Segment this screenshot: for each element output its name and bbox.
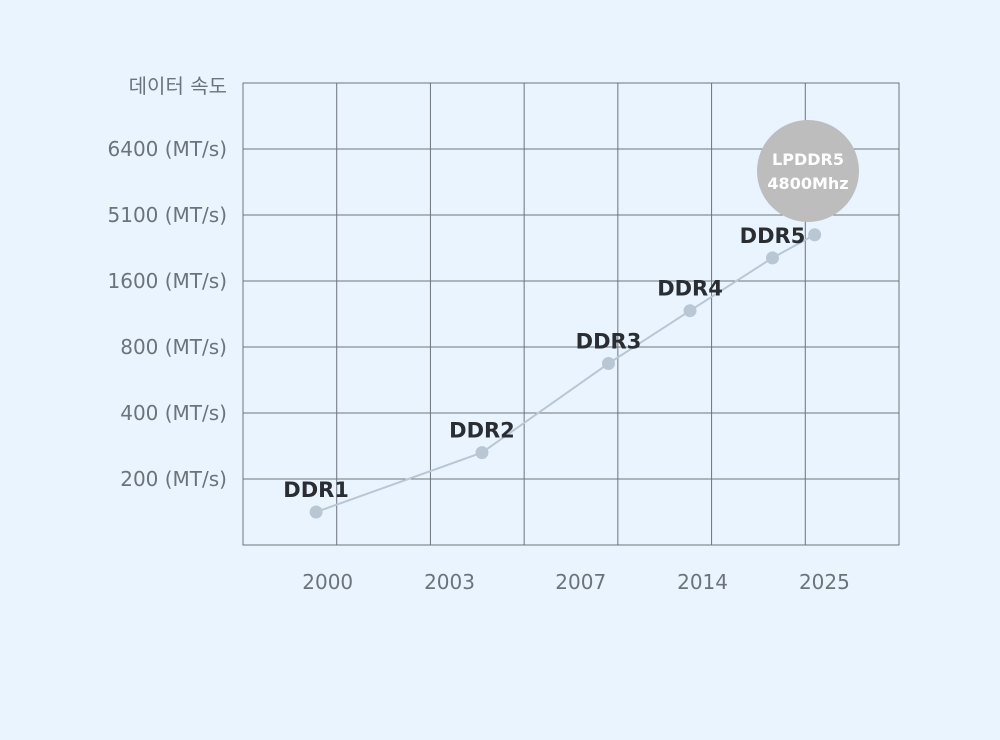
data-label: DDR5: [740, 224, 806, 248]
x-tick-label: 2014: [677, 570, 728, 594]
x-tick-label: 2003: [424, 570, 475, 594]
y-tick-label: 1600 (MT/s): [108, 269, 228, 293]
y-tick-label: 800 (MT/s): [120, 335, 227, 359]
series: DDR1 DDR2 DDR3 DDR4 DDR5: [283, 224, 822, 519]
x-tick-label: 2025: [799, 570, 850, 594]
y-axis-title: 데이터 속도: [129, 74, 227, 98]
y-tick-label: 200 (MT/s): [120, 467, 227, 491]
series-line: [315, 233, 816, 513]
x-tick-labels: 2000 2003 2007 2014 2025: [302, 570, 850, 594]
plot-frame: [242, 82, 900, 546]
data-point: [475, 446, 489, 460]
data-label: DDR4: [657, 277, 723, 301]
y-tick-label: 6400 (MT/s): [108, 137, 228, 161]
x-tick-label: 2007: [555, 570, 606, 594]
y-tick-labels: 6400 (MT/s) 5100 (MT/s) 1600 (MT/s) 800 (MT…: [108, 137, 228, 491]
callout: LPDDR5 4800Mhz: [757, 120, 859, 222]
data-label: DDR2: [449, 419, 515, 443]
callout-line2: 4800Mhz: [767, 174, 848, 193]
grid: [242, 82, 900, 546]
y-tick-label: 5100 (MT/s): [108, 203, 228, 227]
y-tick-label: 400 (MT/s): [120, 401, 227, 425]
data-label: DDR1: [283, 478, 349, 502]
data-label: DDR3: [576, 330, 642, 354]
data-point: [601, 357, 615, 370]
x-tick-label: 2000: [302, 570, 353, 594]
data-point: [808, 228, 822, 242]
callout-bubble: [757, 120, 859, 222]
data-point: [683, 304, 697, 318]
data-point: [309, 505, 323, 519]
callout-line1: LPDDR5: [772, 150, 844, 169]
data-point: [765, 251, 779, 265]
